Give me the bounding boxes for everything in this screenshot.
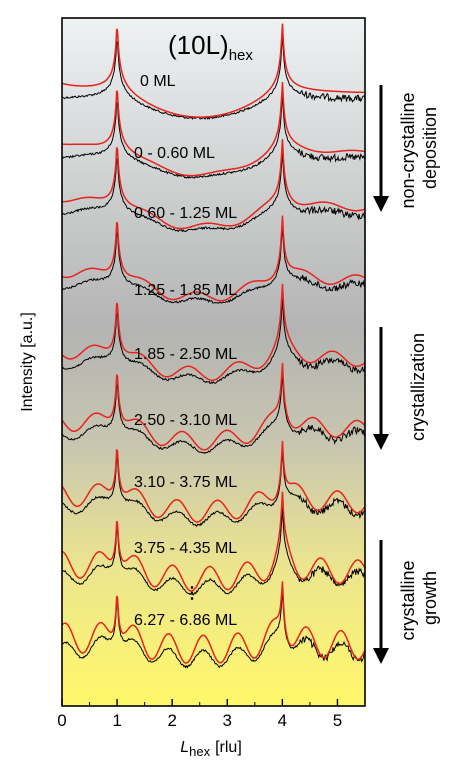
measured-curve	[62, 297, 365, 385]
annotation-crystallization: crystallization	[373, 327, 428, 450]
curves-layer	[62, 23, 365, 669]
fit-curve	[62, 440, 365, 523]
chart-title: (10L)hex	[168, 30, 253, 64]
ellipsis-label: ⋮	[184, 585, 200, 602]
measured-curve	[62, 591, 365, 669]
curve-label: 0 - 0.60 ML	[134, 145, 215, 162]
x-tick-label: 4	[278, 711, 287, 730]
measured-curve	[62, 94, 365, 179]
x-tick-label: 1	[112, 711, 121, 730]
measured-curve	[62, 226, 365, 304]
title-subscript: hex	[229, 47, 254, 64]
curve-label: 3.75 - 4.35 ML	[134, 540, 237, 557]
x-axis-label: Lhex [rlu]	[180, 739, 242, 759]
fit-curve	[62, 581, 365, 664]
arrow-head-growth	[373, 648, 389, 664]
fit-curve	[62, 283, 365, 381]
svg-text:crystalline growth: crystalline growth	[398, 555, 440, 640]
x-tick-label: 0	[57, 711, 66, 730]
x-tick-label: 2	[167, 711, 176, 730]
fit-curve	[62, 362, 365, 451]
measured-curve	[62, 374, 365, 454]
svg-text:crystallization: crystallization	[408, 333, 428, 441]
curve-label: 1.85 - 2.50 ML	[134, 346, 237, 363]
x-axis-ticks: 0 1 2 3 4 5	[57, 699, 342, 730]
x-axis-label-subscript: hex	[189, 744, 210, 759]
fit-curve	[62, 491, 365, 592]
curve-label: 0 ML	[140, 73, 176, 90]
measured-curve	[62, 34, 365, 120]
curve-label: 1.25 - 1.85 ML	[134, 282, 237, 299]
fit-curve	[62, 215, 365, 302]
plot-frame	[61, 17, 366, 707]
annotation-growth: crystalline growth	[373, 540, 440, 664]
fit-curve	[62, 139, 365, 230]
curve-label: 3.10 - 3.75 ML	[134, 474, 237, 491]
arrow-head-crystallization	[373, 434, 389, 450]
annotation-deposition: non-crystalline deposition	[373, 85, 440, 212]
curve-label: 6.27 - 6.86 ML	[134, 612, 237, 629]
y-axis-label: Intensity [a.u.]	[19, 312, 36, 412]
measured-curve	[62, 507, 365, 596]
x-tick-label: 5	[333, 711, 342, 730]
measured-curve	[62, 151, 365, 233]
curve-label: 2.50 - 3.10 ML	[134, 412, 237, 429]
curve-label: 0.60 - 1.25 ML	[134, 205, 237, 222]
fit-curve	[62, 23, 365, 118]
measured-curve	[62, 450, 365, 527]
curve-labels: 0 ML 0 - 0.60 ML 0.60 - 1.25 ML 1.25 - 1.85…	[134, 73, 237, 629]
svg-text:non-crystalline depositi: non-crystalline deposition	[398, 87, 440, 208]
arrow-head-deposition	[373, 196, 389, 212]
fit-curve	[62, 81, 365, 177]
x-tick-label: 3	[223, 711, 232, 730]
